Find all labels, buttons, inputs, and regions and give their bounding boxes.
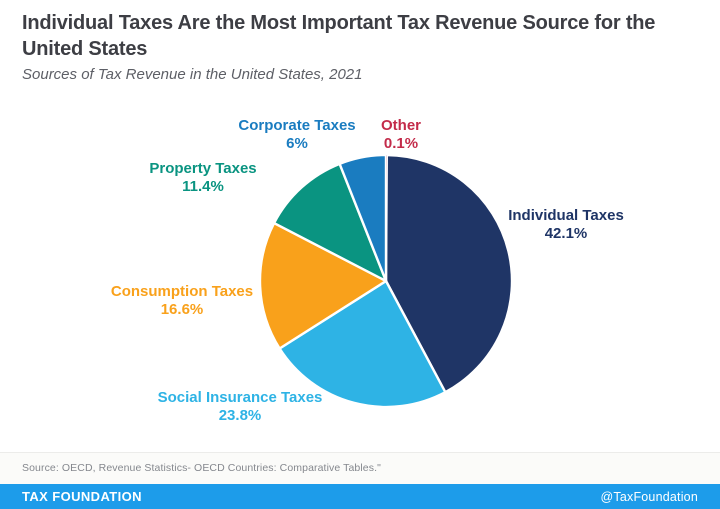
slice-value-text: 6% <box>286 135 308 152</box>
pie-slice-property-taxes <box>272 162 388 283</box>
slice-label-text: Social Insurance Taxes <box>157 389 323 406</box>
source-area: Source: OECD, Revenue Statistics- OECD C… <box>0 452 720 485</box>
pie-chart <box>256 151 516 411</box>
slice-label-text: Consumption Taxes <box>110 283 254 300</box>
label-social-insurance-taxes: Social Insurance Taxes 23.8% <box>158 389 323 425</box>
slice-value-text: 11.4% <box>182 178 224 195</box>
social-handle: @TaxFoundation <box>600 489 698 504</box>
label-other: Other 0.1% <box>381 117 421 153</box>
label-consumption-taxes: Consumption Taxes 16.6% <box>111 283 253 319</box>
source-note: Source: OECD, Revenue Statistics- OECD C… <box>22 462 381 474</box>
label-property-taxes: Property Taxes 11.4% <box>149 160 256 196</box>
pie-svg <box>258 153 514 409</box>
slice-value-text: 0.1% <box>383 135 419 152</box>
pie-slice-social-insurance-taxes <box>278 279 447 409</box>
slice-value-text: 16.6% <box>160 301 204 318</box>
pie-slice-other <box>385 154 388 282</box>
slice-label-text: Corporate Taxes <box>238 117 356 134</box>
pie-slice-consumption-taxes <box>258 221 388 350</box>
chart-subtitle: Sources of Tax Revenue in the United Sta… <box>22 66 363 83</box>
slice-label-text: Other <box>380 117 422 134</box>
slice-value-text: 23.8% <box>218 407 262 424</box>
label-individual-taxes: Individual Taxes 42.1% <box>508 207 624 243</box>
slice-label-text: Individual Taxes <box>508 207 624 224</box>
pie-slice-individual-taxes <box>384 153 514 394</box>
brand-name: TAX FOUNDATION <box>22 489 142 504</box>
slice-value-text: 42.1% <box>544 225 588 242</box>
label-corporate-taxes: Corporate Taxes 6% <box>238 117 355 153</box>
page-title: Individual Taxes Are the Most Important … <box>22 12 656 60</box>
footer-bar: TAX FOUNDATION @TaxFoundation <box>0 484 720 509</box>
slice-label-text: Property Taxes <box>149 160 257 177</box>
